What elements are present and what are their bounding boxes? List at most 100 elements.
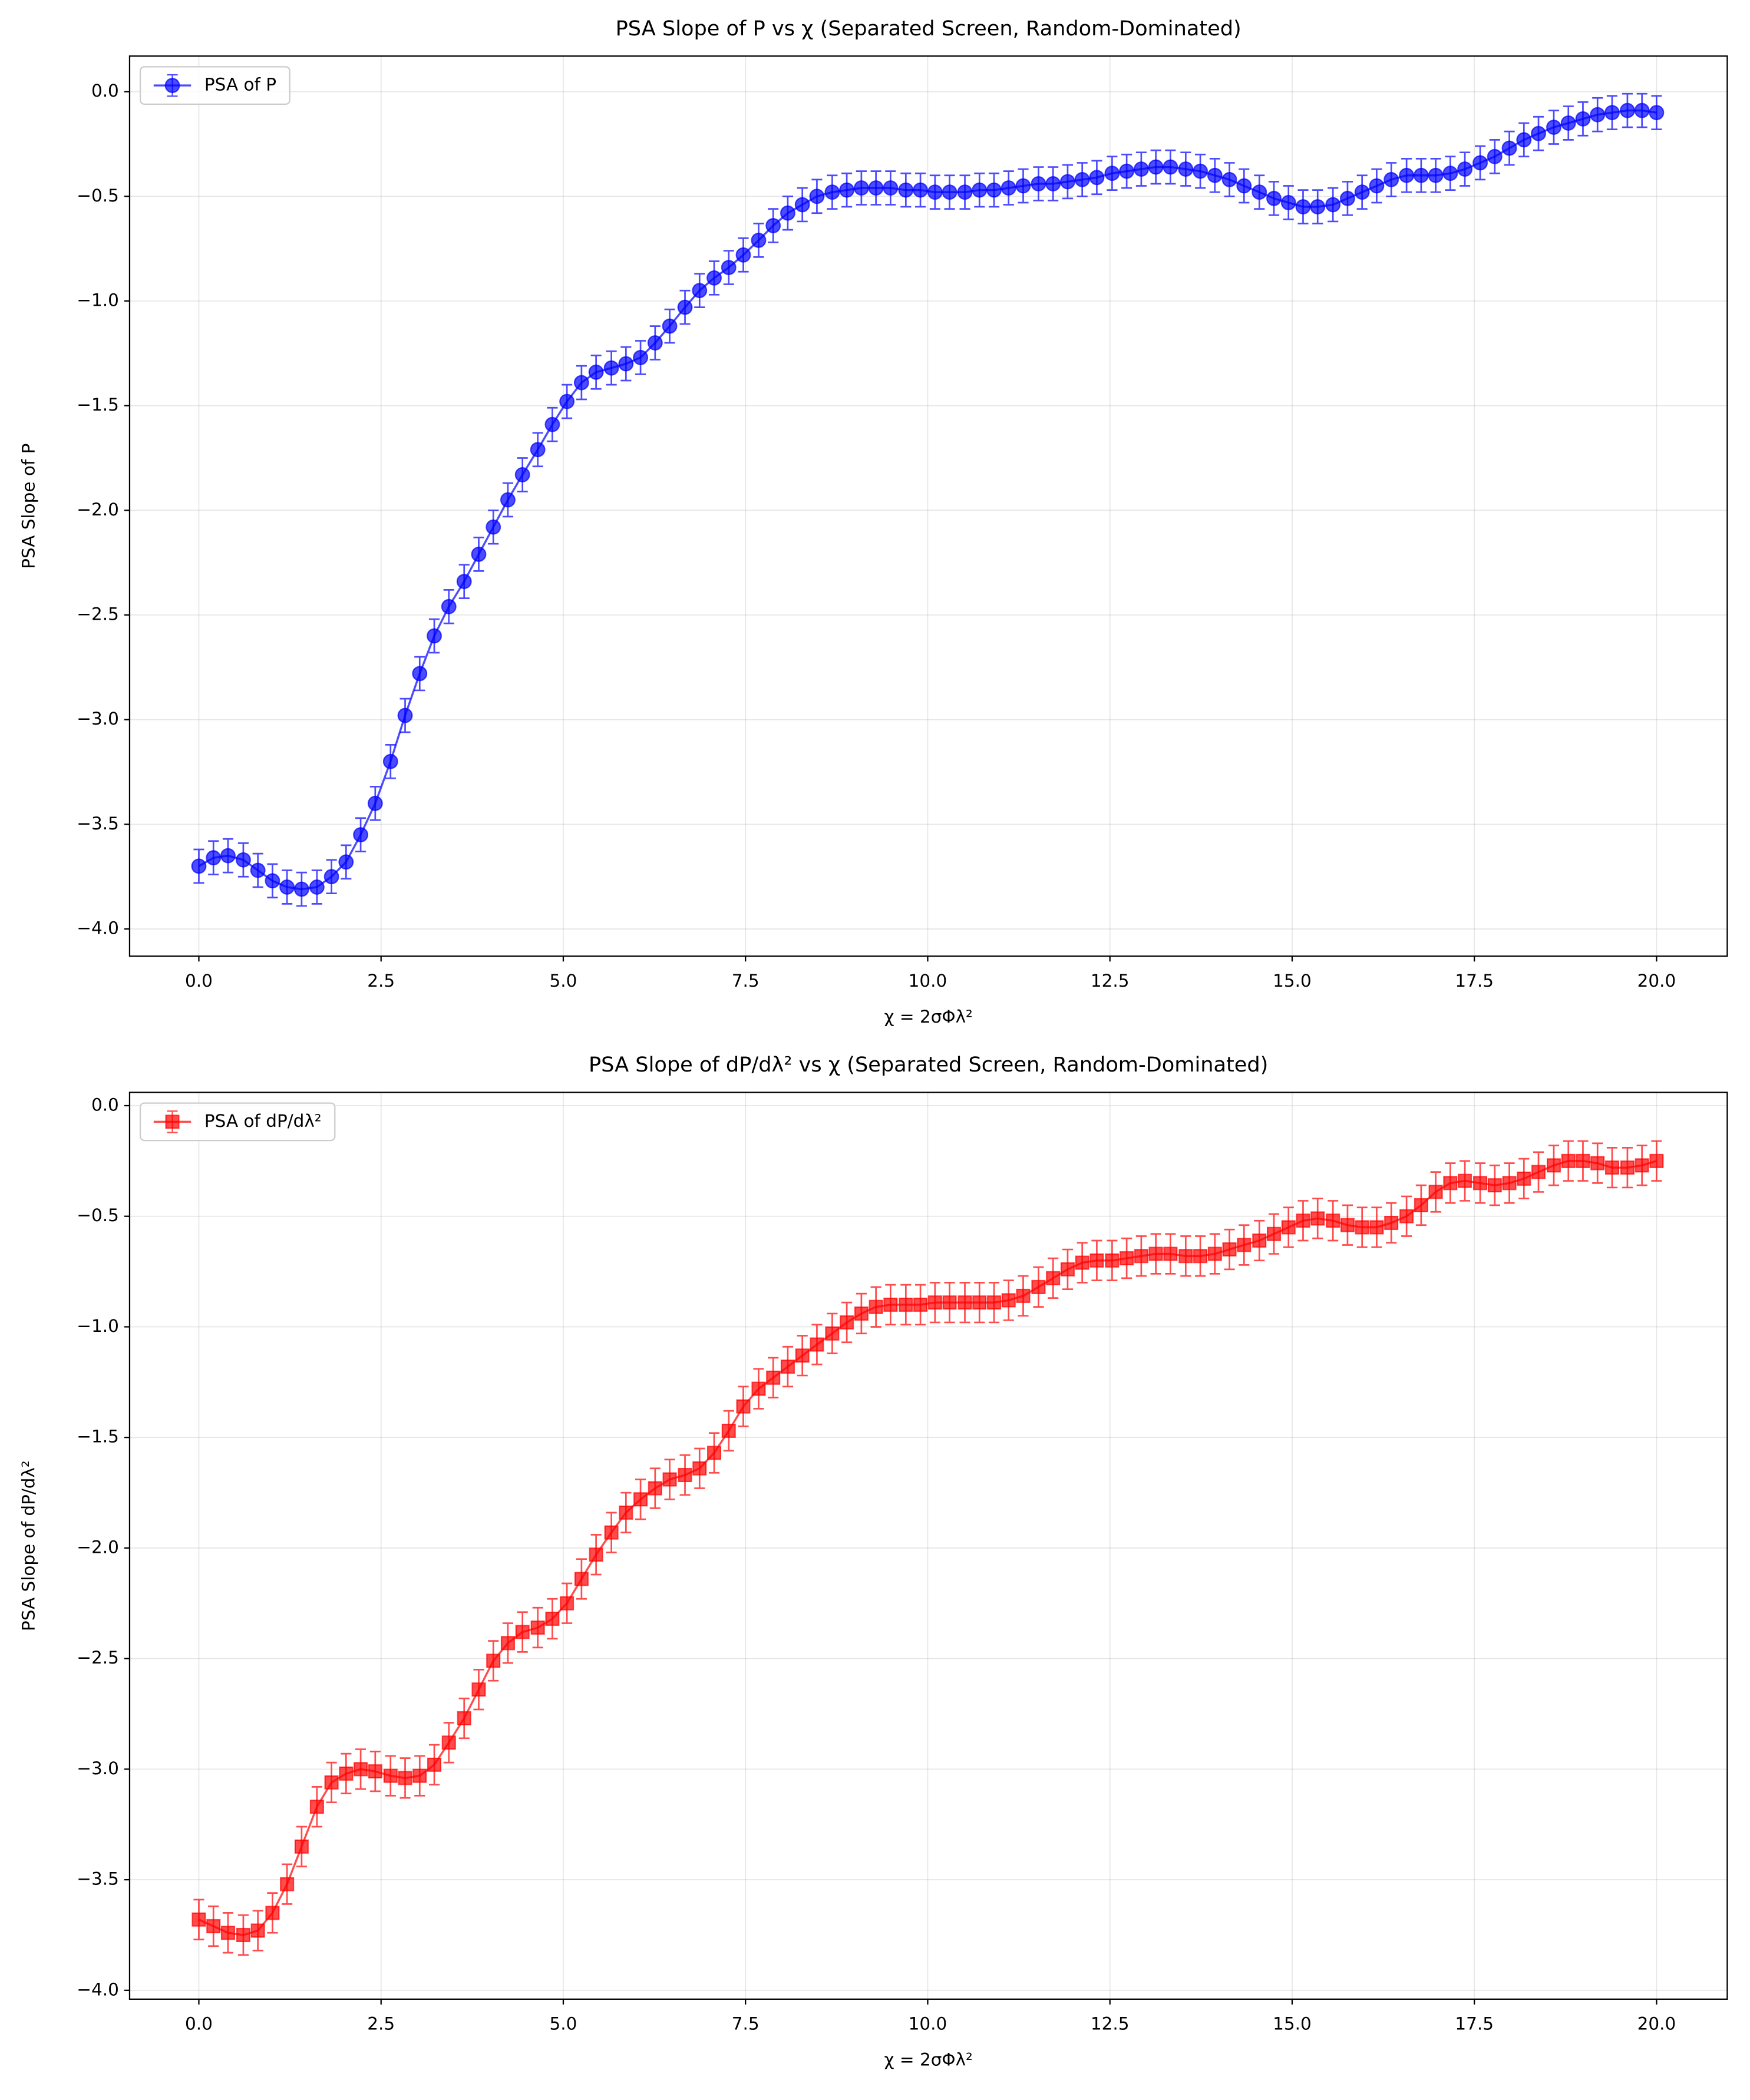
plot-frame <box>128 1092 1728 2000</box>
y-tick-label: −1.0 <box>77 1316 119 1336</box>
y-axis-label: PSA Slope of dP/dλ² <box>18 1460 38 1631</box>
marker <box>942 1295 957 1310</box>
marker <box>457 1711 471 1726</box>
y-tick-label: −3.5 <box>77 1869 119 1889</box>
marker <box>383 1768 398 1783</box>
marker <box>1560 115 1576 131</box>
marker <box>471 1682 486 1697</box>
marker <box>1222 1242 1237 1257</box>
marker <box>1428 167 1444 183</box>
marker <box>1442 166 1458 181</box>
marker <box>1369 178 1385 194</box>
marker <box>1046 1271 1061 1285</box>
marker <box>1105 1253 1120 1268</box>
x-tick-label: 12.5 <box>1091 2013 1130 2033</box>
marker <box>236 1927 250 1942</box>
marker <box>619 1505 633 1520</box>
marker <box>1045 176 1061 191</box>
y-tick-label: −4.0 <box>77 918 119 938</box>
marker <box>368 1764 382 1779</box>
marker <box>913 182 928 198</box>
marker <box>560 1596 574 1610</box>
marker <box>677 299 693 315</box>
marker <box>1604 1160 1619 1175</box>
marker <box>1458 1173 1472 1188</box>
marker <box>1649 1153 1664 1168</box>
x-tick-label: 0.0 <box>185 971 213 991</box>
legend: PSA of dP/dλ² <box>139 1102 336 1142</box>
marker <box>1310 199 1326 214</box>
marker <box>589 1547 603 1562</box>
marker <box>721 260 737 276</box>
marker <box>1325 197 1341 213</box>
y-tick-label: −1.0 <box>77 290 119 310</box>
marker <box>191 858 207 874</box>
y-tick-label: 0.0 <box>91 1095 119 1115</box>
marker <box>1060 174 1075 190</box>
marker <box>471 547 487 562</box>
marker <box>751 1381 766 1396</box>
marker <box>1473 1176 1488 1190</box>
marker <box>280 1877 295 1891</box>
marker <box>514 467 530 482</box>
marker <box>1457 161 1473 177</box>
marker <box>1326 1213 1340 1228</box>
marker <box>1590 1156 1605 1170</box>
marker <box>279 879 295 895</box>
marker <box>206 850 222 866</box>
marker <box>1604 105 1620 121</box>
marker <box>1340 190 1355 206</box>
y-tick-label: −2.5 <box>77 1648 119 1668</box>
marker <box>957 1295 972 1310</box>
marker <box>323 869 339 885</box>
marker <box>1001 180 1016 196</box>
marker <box>206 1919 221 1933</box>
x-tick-label: 17.5 <box>1455 971 1494 991</box>
y-tick-label: 0.0 <box>91 81 119 101</box>
marker <box>293 881 309 897</box>
y-tick-label: −0.5 <box>77 186 119 206</box>
x-tick-label: 2.5 <box>367 971 395 991</box>
x-tick-label: 20.0 <box>1637 2013 1676 2033</box>
marker <box>647 335 663 350</box>
marker <box>338 854 354 870</box>
marker <box>427 628 442 644</box>
marker <box>780 1360 795 1374</box>
marker <box>1281 1220 1296 1235</box>
series-line <box>198 1160 1657 1936</box>
marker <box>1134 1249 1148 1264</box>
y-tick-label: −3.0 <box>77 1758 119 1778</box>
marker <box>441 598 457 614</box>
x-tick-label: 15.0 <box>1273 2013 1312 2033</box>
y-tick-label: −3.5 <box>77 813 119 834</box>
marker <box>353 827 369 843</box>
marker <box>1561 1153 1576 1168</box>
marker <box>1355 1220 1369 1235</box>
marker <box>869 1299 883 1314</box>
marker <box>1295 199 1311 214</box>
marker <box>1487 1178 1502 1193</box>
marker <box>1620 102 1635 118</box>
marker <box>1296 1213 1310 1228</box>
marker <box>250 862 266 878</box>
x-tick-label: 7.5 <box>732 971 760 991</box>
marker <box>486 519 501 535</box>
marker <box>839 182 855 198</box>
marker <box>1384 1215 1399 1231</box>
marker <box>1590 107 1606 123</box>
marker <box>1501 140 1517 156</box>
marker <box>367 795 383 811</box>
marker <box>1252 1233 1267 1248</box>
marker <box>1546 1158 1561 1173</box>
y-tick-label: −4.0 <box>77 1979 119 1999</box>
marker <box>1576 1153 1590 1168</box>
marker <box>766 1370 781 1385</box>
marker <box>412 666 428 682</box>
marker <box>765 218 781 233</box>
series <box>191 92 1665 907</box>
legend: PSA of P <box>139 66 290 105</box>
marker <box>220 848 236 864</box>
marker <box>751 233 767 248</box>
marker <box>692 283 708 299</box>
